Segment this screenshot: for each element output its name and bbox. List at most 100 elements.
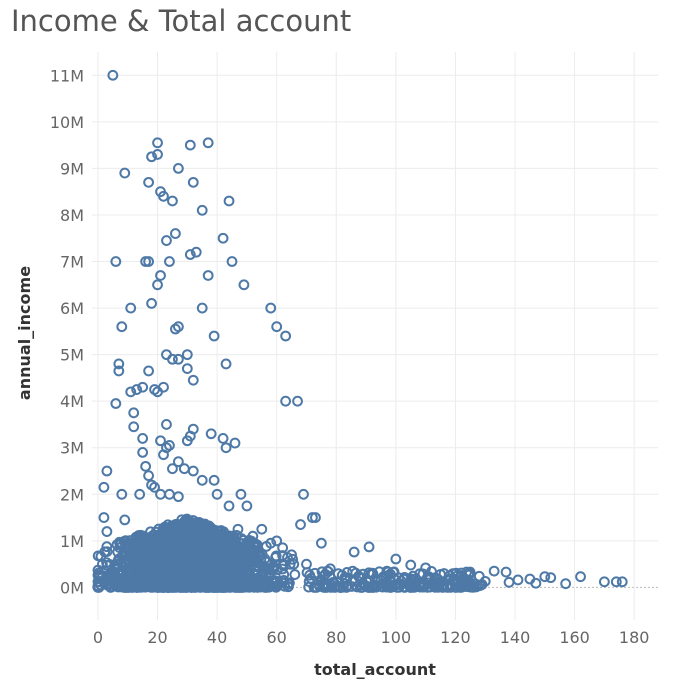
scatter-point <box>211 488 223 500</box>
scatter-point <box>265 302 277 314</box>
scatter-point <box>201 564 213 576</box>
scatter-point <box>128 407 140 419</box>
scatter-point <box>151 581 163 593</box>
scatter-point <box>152 149 163 160</box>
scatter-point <box>308 581 320 593</box>
scatter-point <box>128 421 140 433</box>
scatter-point <box>184 249 196 260</box>
scatter-point <box>367 567 378 579</box>
scatter-point <box>488 565 500 577</box>
scatter-point <box>348 546 360 558</box>
scatter-point <box>143 256 155 267</box>
scatter-point <box>208 474 220 486</box>
scatter-point <box>500 566 512 578</box>
scatter-point <box>234 546 246 558</box>
scatter-point <box>616 576 628 588</box>
y-tick-label: 7M <box>60 253 84 272</box>
x-tick-label: 80 <box>326 628 346 647</box>
scatter-point <box>116 551 128 563</box>
scatter-point <box>184 139 196 151</box>
scatter-point <box>155 270 166 281</box>
scatter-point <box>220 358 232 370</box>
scatter-point <box>110 398 122 409</box>
scatter-point <box>271 535 283 547</box>
scatter-point <box>310 512 321 523</box>
scatter-point <box>183 516 195 528</box>
scatter-point <box>140 460 152 472</box>
scatter-point <box>575 571 586 583</box>
scatter-point <box>414 577 426 589</box>
scatter-point <box>199 554 210 566</box>
scatter-point <box>238 279 250 291</box>
scatter-point <box>247 579 259 591</box>
scatter-points <box>92 69 628 593</box>
scatter-point <box>174 570 186 582</box>
scatter-point <box>216 568 228 579</box>
scatter-point <box>247 530 259 542</box>
scatter-point <box>226 553 238 565</box>
scatter-point <box>272 564 283 576</box>
scatter-point <box>324 563 336 575</box>
scatter-point <box>187 556 199 568</box>
scatter-point <box>167 581 178 593</box>
scatter-point <box>131 532 143 544</box>
scatter-point <box>194 532 206 544</box>
scatter-point <box>146 298 157 309</box>
scatter-point <box>295 519 306 530</box>
scatter-point <box>289 569 301 580</box>
y-tick-label: 11M <box>50 66 84 85</box>
y-tick-label: 10M <box>50 113 84 132</box>
scatter-point <box>170 228 181 239</box>
x-tick-label: 120 <box>440 628 471 647</box>
scatter-point <box>152 279 163 291</box>
scatter-point <box>107 69 119 81</box>
scatter-point <box>161 235 172 246</box>
scatter-point <box>223 195 235 207</box>
scatter-point <box>271 321 283 333</box>
scatter-point <box>241 500 253 512</box>
scatter-point <box>181 349 193 361</box>
scatter-point <box>141 534 153 546</box>
scatter-point <box>375 575 387 586</box>
scatter-point <box>113 358 125 370</box>
scatter-point <box>187 374 199 386</box>
scatter-point <box>180 544 192 556</box>
scatter-point <box>167 195 178 207</box>
scatter-point <box>124 549 136 561</box>
scatter-point <box>95 579 107 591</box>
scatter-point <box>196 204 208 216</box>
scatter-point <box>405 573 417 585</box>
scatter-point <box>167 463 178 475</box>
scatter-point <box>530 577 542 589</box>
x-axis: 0 20 40 60 80 100 120 140 160 180 <box>93 628 650 647</box>
scatter-point <box>184 430 196 442</box>
y-tick-label: 9M <box>60 159 84 178</box>
x-tick-label: 140 <box>500 628 531 647</box>
scatter-point <box>131 581 143 593</box>
scatter-point <box>215 548 227 560</box>
scatter-point <box>236 581 247 593</box>
y-tick-label: 6M <box>60 299 84 318</box>
scatter-point <box>149 481 160 493</box>
scatter-point <box>598 576 610 588</box>
scatter-point <box>314 579 326 591</box>
y-tick-label: 5M <box>60 346 84 365</box>
x-tick-label: 160 <box>559 628 590 647</box>
scatter-point <box>98 512 110 523</box>
scatter-point <box>137 381 149 393</box>
scatter-point <box>137 446 149 458</box>
scatter-point <box>305 572 317 584</box>
scatter-point <box>503 576 515 588</box>
y-tick-label: 0M <box>60 578 84 597</box>
scatter-point <box>539 571 551 583</box>
scatter-point <box>232 523 244 535</box>
scatter-point <box>288 558 300 570</box>
scatter-point <box>111 539 123 551</box>
scatter-point <box>223 500 235 512</box>
scatter-point <box>390 553 402 565</box>
scatter-point <box>228 577 240 588</box>
scatter-point <box>277 542 289 554</box>
scatter-point <box>610 576 622 588</box>
scatter-point <box>101 557 112 569</box>
scatter-point <box>139 540 150 552</box>
